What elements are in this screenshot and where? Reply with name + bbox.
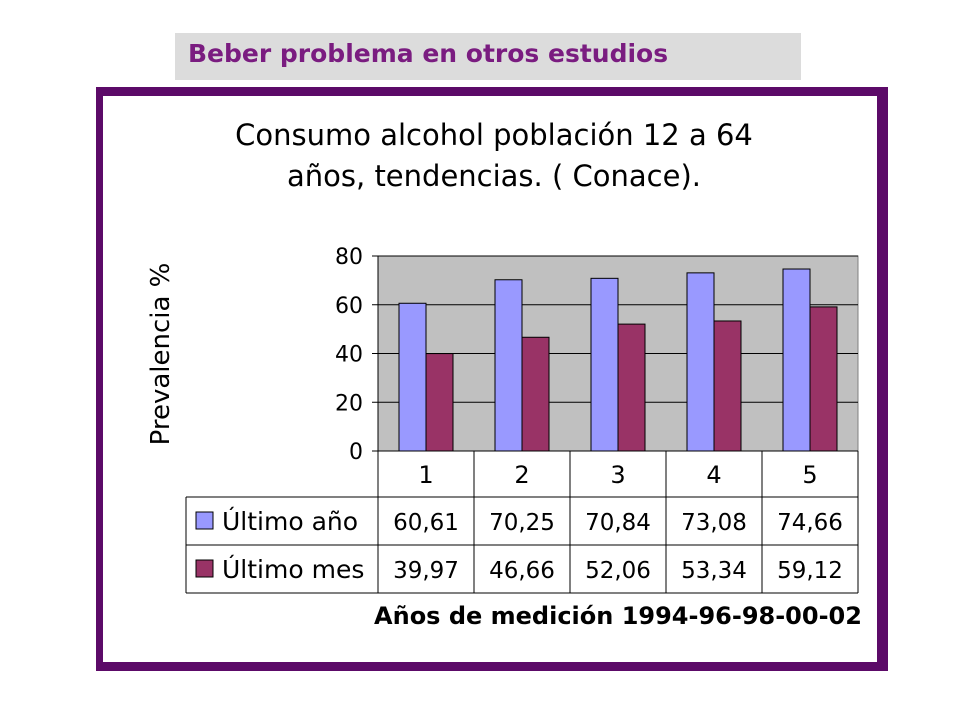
bar-ultimo-ano bbox=[686, 272, 715, 452]
legend-label: Último año bbox=[222, 506, 358, 536]
bar-ultimo-ano bbox=[494, 279, 523, 452]
slide-title-box: Beber problema en otros estudios bbox=[175, 33, 801, 80]
category-label: 2 bbox=[514, 461, 529, 489]
y-tick-label: 40 bbox=[335, 343, 363, 368]
category-label: 1 bbox=[418, 461, 433, 489]
y-tick-label: 60 bbox=[335, 294, 363, 319]
category-label: 4 bbox=[706, 461, 721, 489]
data-label: 70,25 bbox=[489, 510, 555, 536]
data-label: 39,97 bbox=[393, 558, 459, 584]
plot-area: 0 20 40 60 80 1 2 3 4 5 Último año 60,61 70,25 70,84 7… bbox=[185, 245, 859, 594]
data-label: 52,06 bbox=[585, 558, 651, 584]
bar-ultimo-ano bbox=[398, 302, 427, 452]
bar-ultimo-mes bbox=[713, 320, 742, 452]
bar-ultimo-mes bbox=[521, 336, 550, 452]
data-label: 46,66 bbox=[489, 558, 555, 584]
data-label: 53,34 bbox=[681, 558, 747, 584]
y-tick-label: 20 bbox=[335, 391, 363, 416]
legend-key-ultimo-ano bbox=[195, 511, 214, 530]
chart-title-line-1: Consumo alcohol población 12 a 64 bbox=[235, 118, 753, 152]
data-label: 73,08 bbox=[681, 510, 747, 536]
data-label: 70,84 bbox=[585, 510, 651, 536]
y-axis-label: Prevalencia % bbox=[146, 263, 176, 446]
data-label: 74,66 bbox=[777, 510, 843, 536]
bar-ultimo-mes bbox=[809, 306, 838, 452]
category-label: 5 bbox=[802, 461, 817, 489]
chart-area: Consumo alcohol población 12 a 64 años, … bbox=[103, 96, 877, 662]
data-label: 59,12 bbox=[777, 558, 843, 584]
legend-label: Último mes bbox=[222, 554, 364, 584]
legend-key-ultimo-mes bbox=[195, 559, 214, 578]
y-tick-label: 80 bbox=[335, 245, 363, 270]
bar-ultimo-mes bbox=[425, 353, 454, 452]
bar-ultimo-mes bbox=[617, 323, 646, 452]
category-label: 3 bbox=[610, 461, 625, 489]
x-axis-title: Años de medición 1994-96-98-00-02 bbox=[374, 602, 862, 630]
y-tick-label: 0 bbox=[349, 440, 363, 465]
chart-title-line-2: años, tendencias. ( Conace). bbox=[287, 159, 701, 193]
slide-title: Beber problema en otros estudios bbox=[188, 39, 669, 68]
bar-ultimo-ano bbox=[782, 268, 811, 452]
bar-ultimo-ano bbox=[590, 277, 619, 452]
chart-svg: Consumo alcohol población 12 a 64 años, … bbox=[146, 118, 862, 630]
data-label: 60,61 bbox=[393, 510, 459, 536]
